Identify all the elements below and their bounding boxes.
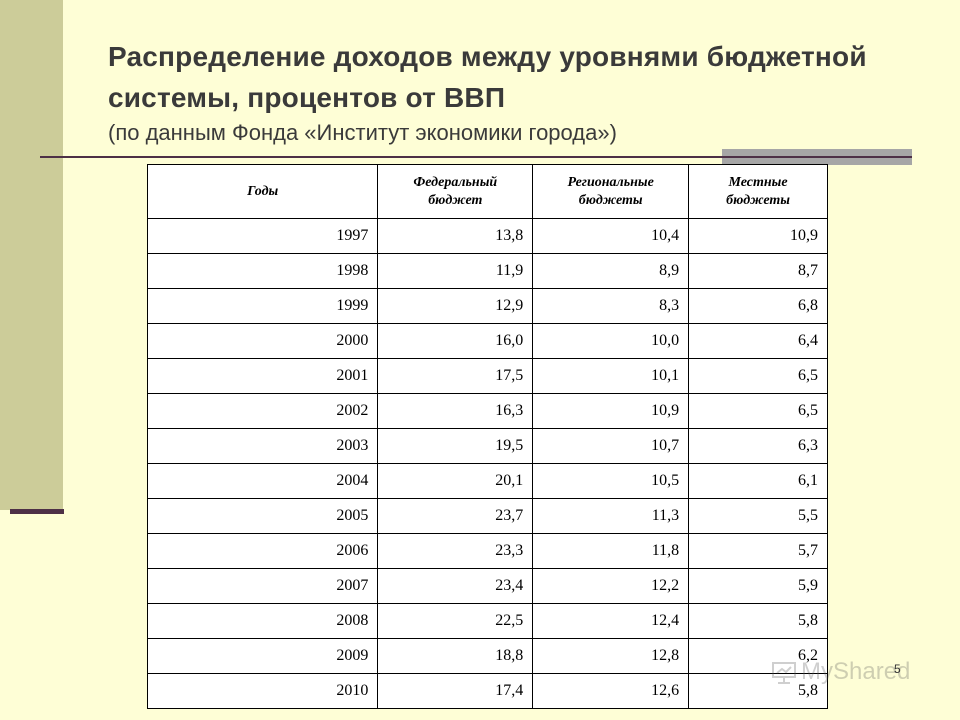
header-years: Годы	[146, 164, 379, 219]
budget-table: Годы Федеральный бюджет Региональные бюд…	[146, 164, 828, 709]
watermark-text: MyShared	[801, 658, 911, 685]
table-row: 2009 18,8 12,8 6,2	[146, 638, 828, 674]
cell-regional: 10,7	[532, 428, 690, 464]
cell-federal: 19,5	[377, 428, 534, 464]
cell-federal: 20,1	[377, 463, 534, 499]
cell-regional: 10,5	[532, 463, 690, 499]
table-row: 2001 17,5 10,1 6,5	[146, 358, 828, 394]
cell-year: 2001	[146, 358, 379, 394]
cell-year: 2004	[146, 463, 379, 499]
cell-year: 1999	[146, 288, 379, 324]
cell-local: 5,8	[688, 603, 828, 639]
cell-local: 6,3	[688, 428, 828, 464]
cell-local: 6,5	[688, 393, 828, 429]
presentation-icon	[772, 662, 796, 684]
table-row: 2006 23,3 11,8 5,7	[146, 533, 828, 569]
slide-title: Распределение доходов между уровнями бюд…	[108, 36, 908, 148]
watermark: MyShared	[771, 658, 910, 686]
title-subtitle: (по данным Фонда «Институт экономики гор…	[108, 120, 617, 145]
cell-year: 2010	[146, 673, 379, 709]
cell-year: 2009	[146, 638, 379, 674]
table-row: 2005 23,7 11,3 5,5	[146, 498, 828, 534]
cell-local: 10,9	[688, 218, 828, 254]
cell-federal: 16,0	[377, 323, 534, 359]
table-header-row: Годы Федеральный бюджет Региональные бюд…	[146, 164, 828, 219]
cell-federal: 23,3	[377, 533, 534, 569]
left-decor-line	[10, 509, 64, 514]
cell-regional: 12,6	[532, 673, 690, 709]
left-decor-bar	[0, 0, 63, 510]
header-regional-text: Региональные бюджеты	[567, 174, 654, 208]
cell-year: 2000	[146, 323, 379, 359]
cell-year: 2002	[146, 393, 379, 429]
cell-regional: 10,1	[532, 358, 690, 394]
cell-federal: 22,5	[377, 603, 534, 639]
cell-federal: 12,9	[377, 288, 534, 324]
cell-year: 2003	[146, 428, 379, 464]
cell-local: 6,5	[688, 358, 828, 394]
header-federal-text: Федеральный бюджет	[413, 174, 498, 208]
table-row: 2000 16,0 10,0 6,4	[146, 323, 828, 359]
table-row: 1999 12,9 8,3 6,8	[146, 288, 828, 324]
cell-local: 5,5	[688, 498, 828, 534]
title-line-2: системы, процентов от ВВП	[108, 82, 506, 113]
cell-local: 5,7	[688, 533, 828, 569]
table-row: 2004 20,1 10,5 6,1	[146, 463, 828, 499]
cell-year: 2007	[146, 568, 379, 604]
cell-year: 2005	[146, 498, 379, 534]
table-row: 2008 22,5 12,4 5,8	[146, 603, 828, 639]
title-underline	[40, 156, 912, 158]
header-local: Местные бюджеты	[688, 164, 828, 219]
cell-federal: 17,5	[377, 358, 534, 394]
cell-regional: 8,3	[532, 288, 690, 324]
cell-regional: 12,2	[532, 568, 690, 604]
cell-year: 1998	[146, 253, 379, 289]
cell-federal: 13,8	[377, 218, 534, 254]
header-federal: Федеральный бюджет	[377, 164, 534, 219]
cell-local: 6,2	[688, 638, 828, 674]
table-row: 2010 17,4 12,6 5,8	[146, 673, 828, 709]
cell-federal: 18,8	[377, 638, 534, 674]
cell-regional: 10,0	[532, 323, 690, 359]
cell-federal: 16,3	[377, 393, 534, 429]
cell-local: 6,4	[688, 323, 828, 359]
cell-federal: 23,4	[377, 568, 534, 604]
cell-regional: 12,4	[532, 603, 690, 639]
cell-local: 6,1	[688, 463, 828, 499]
cell-regional: 12,8	[532, 638, 690, 674]
table-row: 2002 16,3 10,9 6,5	[146, 393, 828, 429]
table-row: 2007 23,4 12,2 5,9	[146, 568, 828, 604]
cell-regional: 8,9	[532, 253, 690, 289]
header-local-text: Местные бюджеты	[726, 174, 791, 208]
cell-year: 2008	[146, 603, 379, 639]
cell-local: 6,8	[688, 288, 828, 324]
title-line-1: Распределение доходов между уровнями бюд…	[108, 41, 867, 72]
cell-local: 8,7	[688, 253, 828, 289]
cell-regional: 10,9	[532, 393, 690, 429]
cell-regional: 10,4	[532, 218, 690, 254]
table-row: 2003 19,5 10,7 6,3	[146, 428, 828, 464]
cell-federal: 17,4	[377, 673, 534, 709]
cell-local: 5,9	[688, 568, 828, 604]
cell-year: 1997	[146, 218, 379, 254]
table-body: 1997 13,8 10,4 10,9 1998 11,9 8,9 8,7 1999 12,9 8,…	[146, 218, 828, 709]
header-regional: Региональные бюджеты	[532, 164, 690, 219]
table-row: 1997 13,8 10,4 10,9	[146, 218, 828, 254]
cell-federal: 23,7	[377, 498, 534, 534]
cell-local: 5,8	[688, 673, 828, 709]
table-row: 1998 11,9 8,9 8,7	[146, 253, 828, 289]
cell-regional: 11,8	[532, 533, 690, 569]
cell-federal: 11,9	[377, 253, 534, 289]
cell-regional: 11,3	[532, 498, 690, 534]
page-number: 5	[894, 662, 901, 676]
cell-year: 2006	[146, 533, 379, 569]
